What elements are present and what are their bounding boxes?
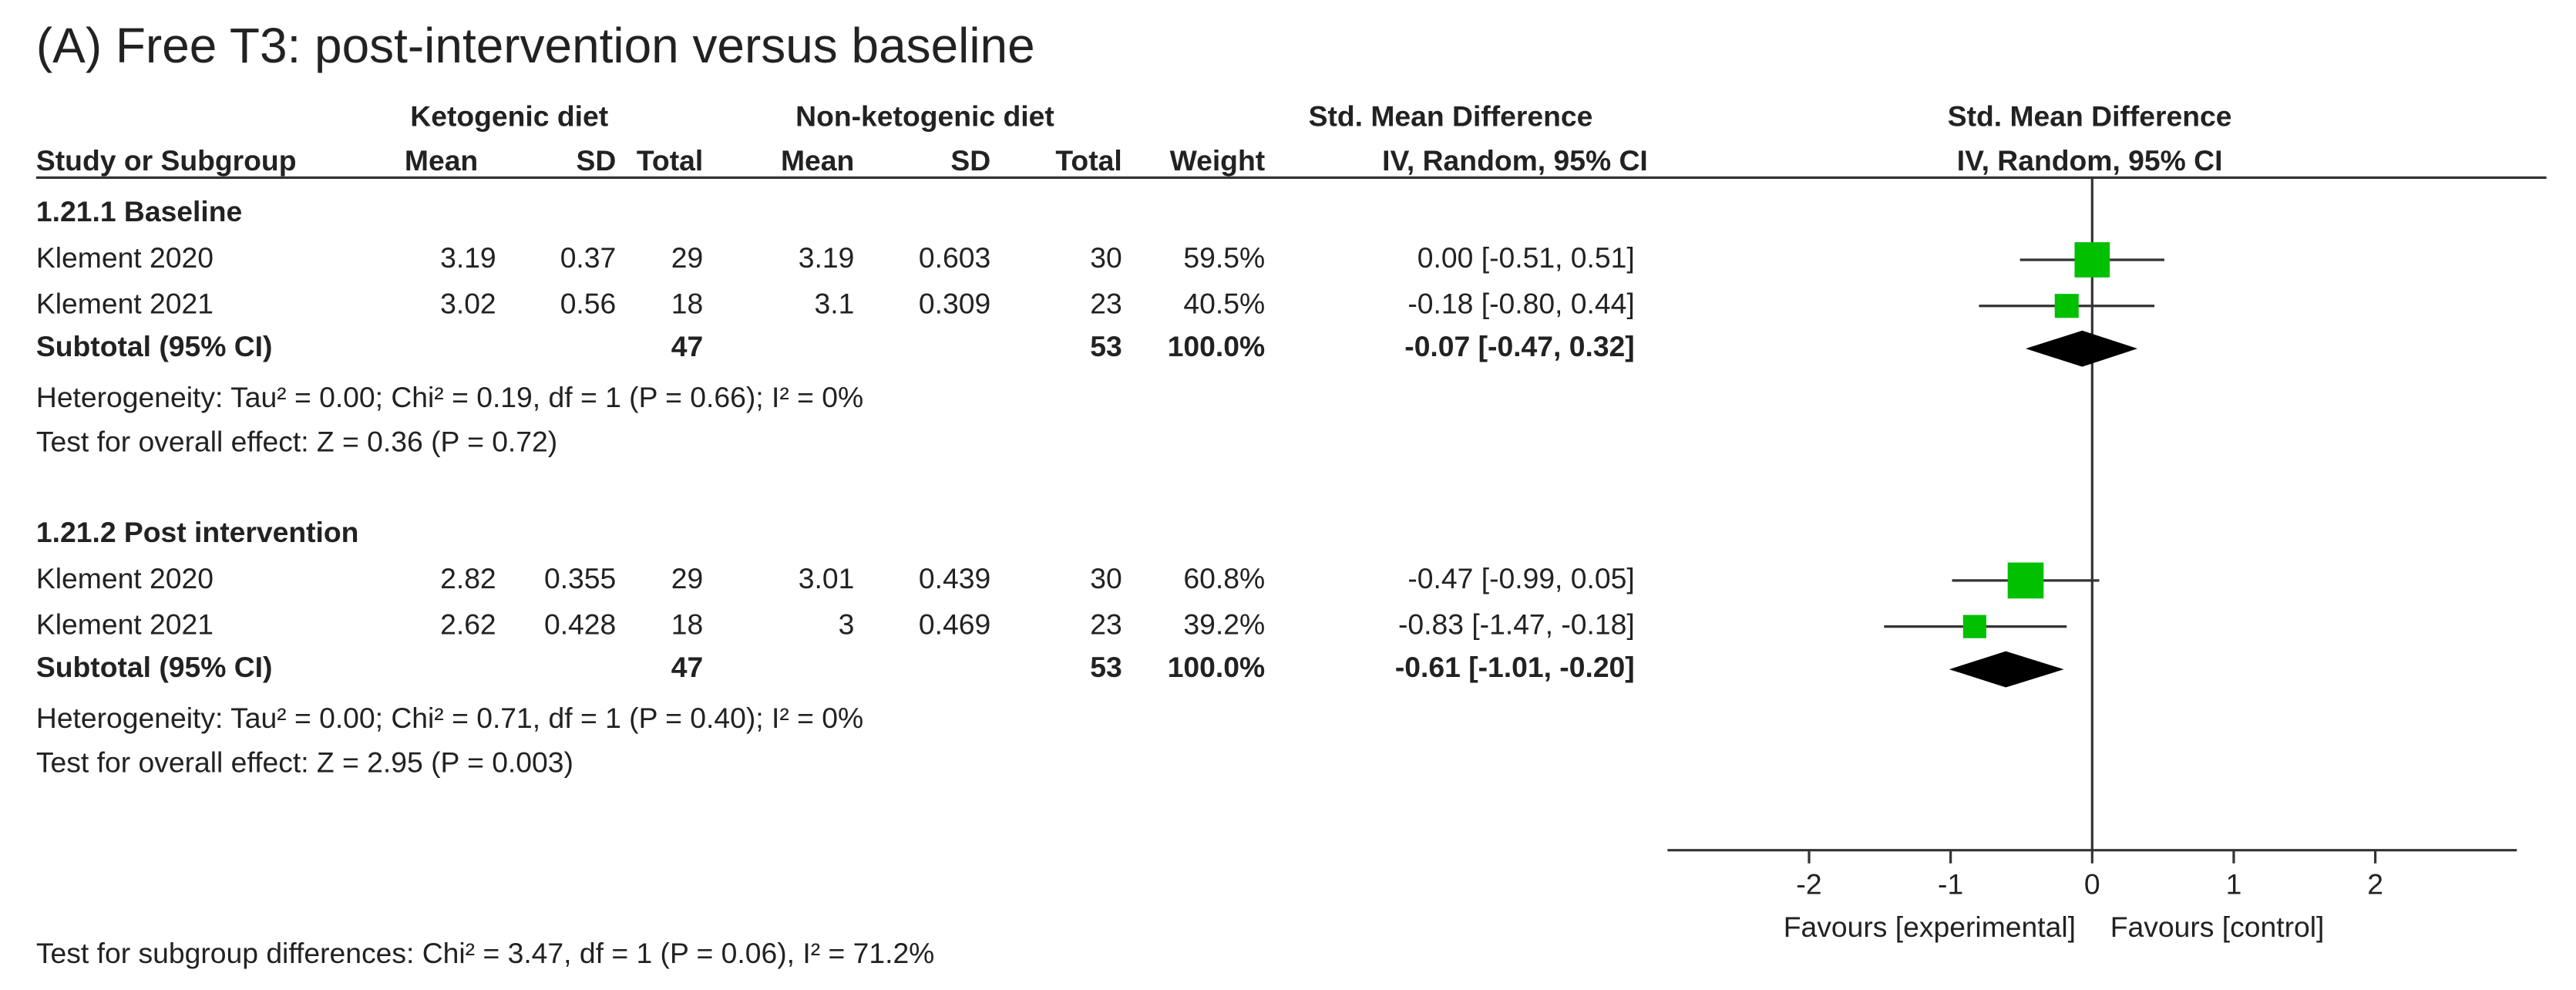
- cell: 18: [671, 288, 703, 320]
- cell: 3: [839, 608, 855, 640]
- cell: 0.603: [919, 241, 990, 274]
- x-tick-label: 1: [2226, 867, 2242, 900]
- cell: 0.00 [-0.51, 0.51]: [1417, 241, 1635, 274]
- column-header: Weight: [1170, 144, 1266, 177]
- cell: 2.82: [440, 562, 496, 594]
- subtotal-cell: 53: [1090, 651, 1122, 683]
- overall-effect: Test for overall effect: Z = 2.95 (P = 0…: [36, 746, 573, 779]
- study-name: Klement 2020: [36, 562, 214, 594]
- study-name: Klement 2020: [36, 241, 214, 274]
- column-header: Mean: [781, 144, 854, 177]
- subtotal-cell: 47: [671, 651, 703, 683]
- subgroup-label: 1.21.2 Post intervention: [36, 516, 359, 548]
- study-marker: [2054, 294, 2079, 318]
- subtotal-diamond: [2025, 330, 2138, 367]
- cell: -0.83 [-1.47, -0.18]: [1398, 608, 1635, 640]
- cell: 3.01: [799, 562, 855, 594]
- cell: 0.428: [544, 608, 616, 640]
- subgroup-label: 1.21.1 Baseline: [36, 195, 242, 227]
- x-label-left: Favours [experimental]: [1784, 911, 2076, 943]
- x-tick-label: 0: [2084, 867, 2100, 900]
- cell: 3.19: [799, 241, 855, 274]
- subtotal-name: Subtotal (95% CI): [36, 651, 273, 683]
- cell: 0.56: [560, 288, 617, 320]
- cell: 0.37: [560, 241, 617, 274]
- cell: 0.355: [544, 562, 616, 594]
- cell: 3.1: [814, 288, 854, 320]
- x-tick-label: -2: [1796, 867, 1821, 900]
- subtotal-cell: 53: [1090, 330, 1122, 362]
- column-header: SD: [950, 144, 990, 177]
- subtotal-cell: 47: [671, 330, 703, 362]
- cell: 2.62: [440, 608, 496, 640]
- study-name: Klement 2021: [36, 608, 214, 640]
- group-header: Ketogenic diet: [410, 99, 608, 132]
- cell: 23: [1090, 288, 1122, 320]
- footer: Test for subgroup differences: Chi² = 3.…: [36, 937, 934, 969]
- heterogeneity: Heterogeneity: Tau² = 0.00; Chi² = 0.19,…: [36, 381, 863, 413]
- cell: 39.2%: [1183, 608, 1265, 640]
- column-header: Total: [1055, 144, 1122, 177]
- cell: 0.309: [919, 288, 990, 320]
- subtotal-cell: 100.0%: [1168, 330, 1265, 362]
- group-header: Std. Mean Difference: [1948, 99, 2232, 132]
- x-label-right: Favours [control]: [2110, 911, 2325, 943]
- column-header: Study or Subgroup: [36, 144, 297, 177]
- heterogeneity: Heterogeneity: Tau² = 0.00; Chi² = 0.71,…: [36, 702, 863, 734]
- cell: 30: [1090, 241, 1122, 274]
- study-name: Klement 2021: [36, 288, 214, 320]
- cell: 3.02: [440, 288, 496, 320]
- column-header: IV, Random, 95% CI: [1382, 144, 1648, 177]
- subtotal-name: Subtotal (95% CI): [36, 330, 273, 362]
- cell: 29: [671, 241, 703, 274]
- group-header: Std. Mean Difference: [1309, 99, 1593, 132]
- cell: 40.5%: [1183, 288, 1265, 320]
- subtotal-cell: -0.61 [-1.01, -0.20]: [1395, 651, 1635, 683]
- cell: 23: [1090, 608, 1122, 640]
- x-tick-label: -1: [1938, 867, 1963, 900]
- study-marker: [1962, 615, 1986, 638]
- chart-title: (A) Free T3: post-intervention versus ba…: [36, 18, 1035, 73]
- x-tick-label: 2: [2367, 867, 2383, 900]
- study-marker: [2074, 242, 2110, 278]
- cell: 60.8%: [1183, 562, 1265, 594]
- column-header: IV, Random, 95% CI: [1957, 144, 2223, 177]
- column-header: Mean: [405, 144, 478, 177]
- cell: -0.18 [-0.80, 0.44]: [1407, 288, 1634, 320]
- overall-effect: Test for overall effect: Z = 0.36 (P = 0…: [36, 426, 557, 458]
- cell: 18: [671, 608, 703, 640]
- subtotal-cell: 100.0%: [1168, 651, 1265, 683]
- cell: 29: [671, 562, 703, 594]
- column-header: Total: [637, 144, 703, 177]
- cell: 3.19: [440, 241, 496, 274]
- group-header: Non-ketogenic diet: [795, 99, 1054, 132]
- subtotal-diamond: [1949, 651, 2064, 688]
- cell: 0.439: [919, 562, 990, 594]
- cell: 0.469: [919, 608, 990, 640]
- cell: 59.5%: [1183, 241, 1265, 274]
- subtotal-cell: -0.07 [-0.47, 0.32]: [1404, 330, 1634, 362]
- cell: -0.47 [-0.99, 0.05]: [1407, 562, 1634, 594]
- cell: 30: [1090, 562, 1122, 594]
- column-header: SD: [576, 144, 616, 177]
- study-marker: [2007, 562, 2044, 599]
